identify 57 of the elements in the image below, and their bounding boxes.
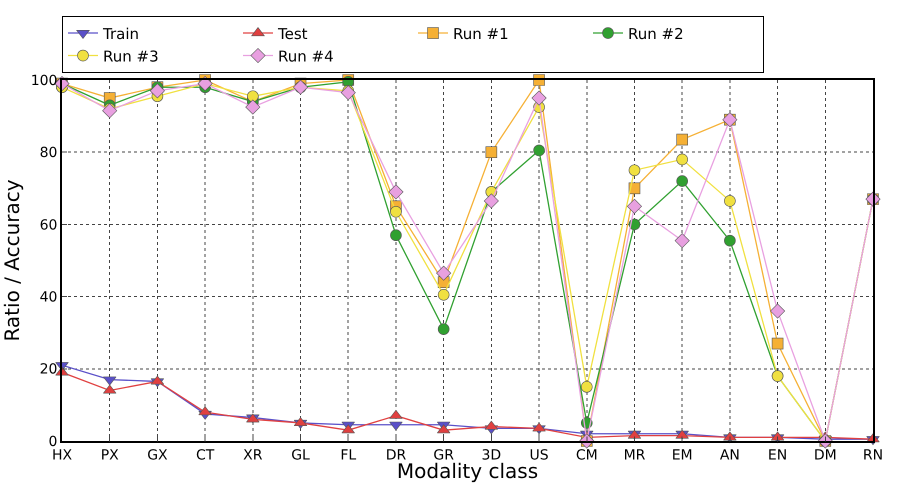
point <box>676 134 688 146</box>
point <box>724 234 736 246</box>
point <box>436 266 452 281</box>
x-tick-label: DM <box>814 448 837 464</box>
y-axis-title: Ratio / Accuracy <box>0 179 24 342</box>
point <box>484 420 498 430</box>
x-tick-label: GX <box>147 448 168 464</box>
legend-label: Run #2 <box>628 24 684 43</box>
point <box>388 184 404 200</box>
x-tick-label: CM <box>576 448 598 464</box>
x-tick-label: PX <box>100 448 120 464</box>
legend-label: Run #4 <box>278 47 334 66</box>
point <box>484 193 499 208</box>
legend-label: Train <box>102 24 139 43</box>
x-tick-label: FL <box>340 448 356 464</box>
point <box>438 289 450 301</box>
x-tick-label: XR <box>243 448 263 464</box>
legend-label: Run #3 <box>103 47 159 66</box>
x-tick-label: EM <box>672 448 693 464</box>
point <box>676 175 688 187</box>
point <box>340 85 356 100</box>
y-tick-label: 60 <box>40 217 58 234</box>
x-tick-label: RN <box>862 448 884 464</box>
point <box>150 83 165 98</box>
point <box>438 323 450 335</box>
point <box>532 90 547 106</box>
y-tick-label: 20 <box>40 362 58 378</box>
x-tick-label: MR <box>624 448 646 464</box>
point <box>103 384 116 394</box>
point <box>437 424 450 434</box>
point <box>533 144 545 156</box>
legend-label: Test <box>277 24 308 43</box>
point <box>486 146 498 158</box>
point <box>245 100 260 115</box>
point <box>676 154 688 166</box>
y-tick-label: 0 <box>48 434 58 450</box>
y-tick-label: 80 <box>40 145 58 162</box>
point <box>724 195 736 207</box>
point <box>770 304 786 318</box>
point <box>390 206 402 218</box>
legend-label: Run #1 <box>453 24 509 43</box>
point <box>674 233 690 248</box>
point <box>772 338 784 350</box>
point <box>628 164 640 176</box>
point <box>580 381 593 393</box>
point <box>390 229 402 242</box>
x-tick-label: AN <box>720 448 740 464</box>
x-tick-label: GL <box>291 448 310 464</box>
point <box>247 90 259 102</box>
point <box>102 103 118 118</box>
point <box>342 424 355 434</box>
x-tick-label: EN <box>768 448 788 464</box>
y-tick-label: 100 <box>30 72 58 89</box>
x-tick-label: HX <box>52 448 72 464</box>
x-tick-label: CT <box>196 448 215 464</box>
y-tick-label: 40 <box>40 290 58 306</box>
point <box>627 198 642 214</box>
